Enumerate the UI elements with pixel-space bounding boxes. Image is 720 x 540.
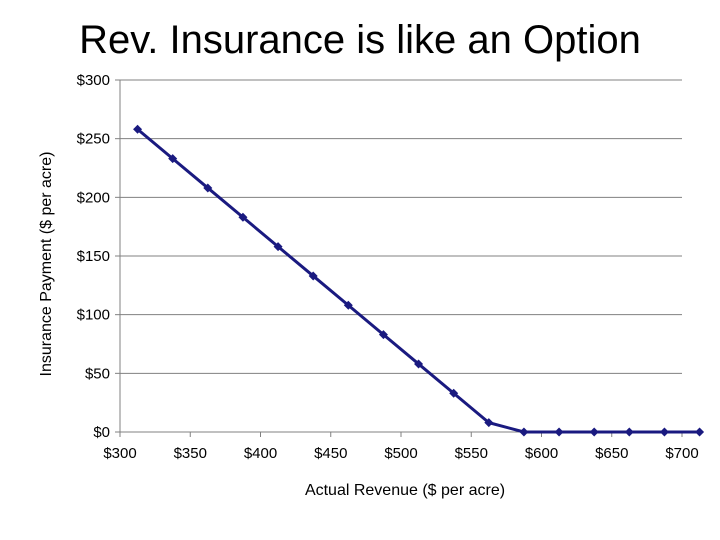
chart-title: Rev. Insurance is like an Option [79, 18, 641, 62]
data-point-4 [273, 242, 283, 252]
y-tick-label-6: $300 [77, 72, 110, 89]
x-tick-label-7: $650 [595, 445, 628, 462]
x-tick-label-3: $450 [314, 445, 347, 462]
x-tick-label-1: $350 [174, 445, 207, 462]
data-point-13 [589, 427, 599, 437]
data-point-12 [554, 427, 564, 437]
data-point-5 [308, 271, 318, 281]
data-point-11 [519, 427, 529, 437]
x-tick-label-0: $300 [103, 445, 136, 462]
x-axis-label: Actual Revenue ($ per acre) [305, 482, 505, 499]
data-point-10 [484, 418, 494, 428]
data-point-16 [695, 427, 705, 437]
data-point-6 [343, 300, 353, 310]
y-tick-label-2: $100 [77, 307, 110, 324]
data-point-1 [168, 154, 178, 164]
x-tick-label-6: $600 [525, 445, 558, 462]
y-tick-label-0: $0 [93, 424, 110, 441]
y-tick-label-4: $200 [77, 189, 110, 206]
data-point-2 [203, 183, 213, 193]
x-tick-label-8: $700 [665, 445, 698, 462]
y-tick-label-5: $250 [77, 131, 110, 148]
gridlines [120, 79, 682, 374]
x-tick-labels: $300 $350 $400 $450 $500 $550 $600 $650 $700 [103, 445, 698, 462]
data-point-0 [133, 124, 143, 134]
series-group [133, 124, 705, 437]
x-tick-label-2: $400 [244, 445, 277, 462]
data-point-15 [659, 427, 669, 437]
y-tick-labels: $0 $50 $100 $150 $200 $250 $300 [77, 72, 110, 441]
data-point-3 [238, 212, 248, 222]
y-tick-label-1: $50 [85, 365, 110, 382]
data-point-14 [624, 427, 634, 437]
y-tick-label-3: $150 [77, 248, 110, 265]
data-point-7 [378, 330, 388, 340]
data-point-8 [414, 359, 424, 369]
y-axis-label: Insurance Payment ($ per acre) [38, 152, 55, 377]
x-tick-label-5: $550 [455, 445, 488, 462]
data-point-9 [449, 388, 459, 398]
x-tick-label-4: $500 [384, 445, 417, 462]
